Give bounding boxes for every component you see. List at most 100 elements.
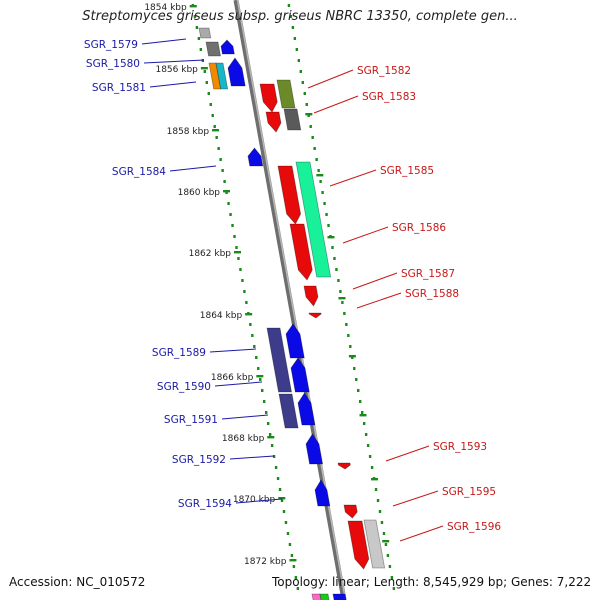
gene-label-sgr-1580[interactable]: SGR_1580 [86, 58, 140, 70]
ruler-major-tick [245, 313, 253, 316]
accession-text: Accession: NC_010572 [9, 575, 146, 589]
ruler-label: 1864 kbp [200, 311, 243, 321]
ruler-major-tick [316, 174, 324, 177]
ruler-dots-right [370, 466, 374, 469]
ruler-major-tick [200, 67, 208, 70]
ruler-dots-left [288, 543, 292, 546]
gene-label-sgr-1589[interactable]: SGR_1589 [152, 347, 206, 359]
gene-label-sgr-1590[interactable]: SGR_1590 [157, 381, 211, 393]
ruler-dots-right [327, 224, 330, 227]
gene-label-sgr-1585[interactable]: SGR_1585 [380, 165, 434, 177]
ruler-dots-right [325, 213, 328, 216]
gene-arrow-sgr-1592[interactable] [305, 433, 324, 465]
ruler-major-tick [189, 5, 197, 8]
feature-block-gray[interactable] [205, 41, 221, 57]
ruler-dots-right [297, 59, 301, 62]
ruler-dots-left [296, 587, 300, 590]
ruler-dots-right [364, 433, 368, 436]
ruler-dots-left [286, 532, 290, 535]
gene-label-sgr-1595[interactable]: SGR_1595 [442, 486, 496, 498]
gene-arrow-sgr-1580[interactable] [227, 57, 246, 87]
ruler-label: 1870 kbp [233, 495, 276, 505]
leader-line-sgr-1579 [141, 38, 187, 45]
ruler-dots-right [357, 389, 360, 392]
ruler-label: 1858 kbp [167, 127, 210, 137]
ruler-major-tick [278, 497, 286, 500]
gene-label-sgr-1594[interactable]: SGR_1594 [178, 498, 232, 510]
gene-arrow-sgr-1585[interactable] [277, 165, 302, 225]
ruler-major-tick [223, 190, 231, 193]
ruler-dots-right [289, 15, 293, 18]
ruler-dots-left [264, 411, 268, 414]
ruler-dots-right [378, 510, 382, 513]
gene-arrow-sgr-1586[interactable] [289, 223, 313, 281]
gene-label-sgr-1587[interactable]: SGR_1587 [401, 268, 455, 280]
gene-arrow-sgr-1595[interactable] [343, 504, 358, 519]
ruler-dots-right [386, 554, 390, 557]
gene-label-sgr-1581[interactable]: SGR_1581 [92, 82, 146, 94]
gene-label-sgr-1592[interactable]: SGR_1592 [172, 454, 226, 466]
leader-line-sgr-1594 [235, 498, 283, 504]
feature-block-olive[interactable] [276, 79, 296, 109]
ruler-dots-right [301, 81, 304, 84]
gene-arrow-sgr-1593[interactable] [337, 462, 351, 470]
ruler-dots-right [359, 400, 362, 403]
ruler-dots-right [323, 202, 326, 205]
ruler-dots-right [313, 147, 316, 150]
gene-label-sgr-1579[interactable]: SGR_1579 [84, 39, 138, 51]
gene-arrow-sgr-1583[interactable] [265, 111, 282, 133]
ruler-dots-right [343, 312, 346, 315]
feature-block-lightgray[interactable] [198, 27, 212, 39]
ruler-dots-left [235, 246, 238, 249]
gene-arrow-sgr-1587[interactable] [303, 285, 319, 307]
gene-label-sgr-1593[interactable]: SGR_1593 [433, 441, 487, 453]
gene-arrow-sgr-1596[interactable] [347, 520, 370, 570]
ruler-dots-left [259, 378, 262, 381]
ruler-dots-right [353, 367, 356, 370]
gene-label-sgr-1596[interactable]: SGR_1596 [447, 521, 501, 533]
gene-arrow-sgr-1590[interactable] [290, 357, 310, 393]
feature-block-green-small[interactable] [319, 593, 330, 600]
ruler-dots-right [287, 4, 291, 7]
gene-label-sgr-1583[interactable]: SGR_1583 [362, 91, 416, 103]
ruler-dots-left [278, 488, 282, 491]
ruler-dots-right [374, 488, 378, 491]
ruler-dots-left [245, 301, 248, 304]
feature-block-navy-1[interactable] [266, 327, 292, 393]
feature-block-blue-small[interactable] [332, 593, 347, 600]
gene-label-sgr-1582[interactable]: SGR_1582 [357, 65, 411, 77]
feature-block-navy-2[interactable] [278, 393, 299, 429]
ruler-dots-left [261, 389, 264, 392]
gene-arrow-sgr-1584[interactable] [247, 147, 264, 167]
leader-line-sgr-1590 [214, 381, 263, 387]
ruler-dots-right [390, 576, 394, 579]
gene-arrow-sgr-1582[interactable] [259, 83, 278, 113]
feature-block-darkgray[interactable] [283, 108, 302, 131]
ruler-dots-left [268, 433, 272, 436]
gene-label-sgr-1588[interactable]: SGR_1588 [405, 288, 459, 300]
feature-block-cyan[interactable] [215, 62, 229, 90]
feature-block-pink[interactable] [311, 593, 322, 600]
gene-arrow-sgr-1579[interactable] [220, 39, 235, 55]
ruler-dots-right [319, 180, 322, 183]
gene-arrow-sgr-1591[interactable] [297, 392, 316, 426]
ruler-dots-left [282, 510, 286, 513]
gene-label-sgr-1586[interactable]: SGR_1586 [392, 222, 446, 234]
ruler-major-tick [371, 478, 379, 481]
gene-label-sgr-1584[interactable]: SGR_1584 [112, 166, 166, 178]
ruler-dots-left [205, 81, 208, 84]
ruler-dots-right [362, 422, 366, 425]
feature-block-green[interactable] [295, 161, 332, 278]
feature-block-silver[interactable] [363, 519, 386, 569]
ruler-dots-left [272, 455, 276, 458]
ruler-dots-right [366, 444, 370, 447]
gene-arrow-sgr-1589[interactable] [285, 323, 305, 359]
gene-arrow-sgr-1594[interactable] [314, 479, 331, 507]
leader-line-sgr-1592 [229, 455, 275, 460]
ruler-dots-right [295, 48, 299, 51]
gene-arrow-sgr-1588[interactable] [308, 312, 322, 319]
ruler-dots-right [339, 290, 342, 293]
gene-label-sgr-1591[interactable]: SGR_1591 [164, 414, 218, 426]
leader-line-sgr-1589 [209, 348, 257, 353]
